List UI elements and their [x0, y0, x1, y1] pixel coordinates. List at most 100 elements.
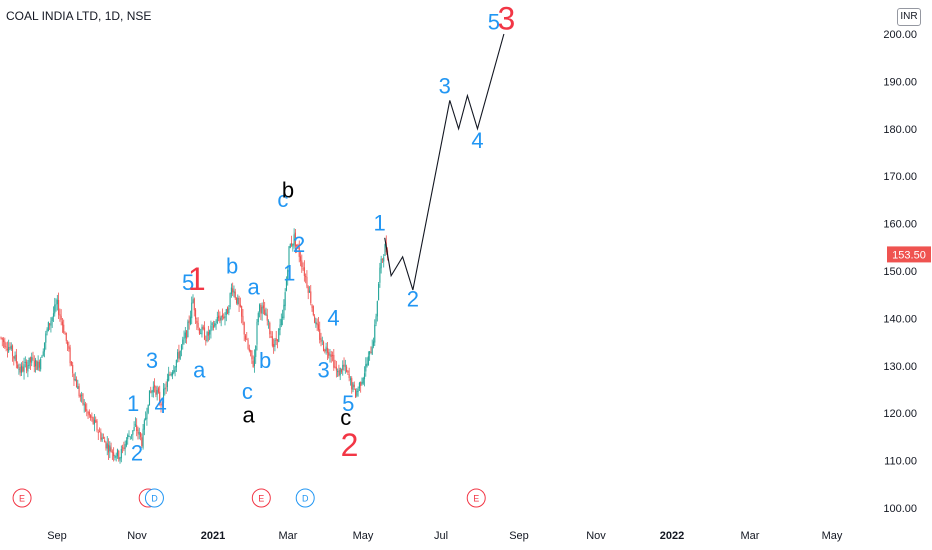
event-marker-letter: E — [473, 494, 479, 504]
candle — [325, 342, 327, 355]
candle — [270, 330, 272, 338]
candle — [148, 390, 151, 406]
candle — [107, 438, 110, 461]
wave-label[interactable]: b — [282, 178, 294, 203]
projection-path[interactable] — [384, 33, 505, 291]
candle — [370, 346, 372, 354]
wave-label[interactable]: 5 — [342, 391, 354, 416]
candle — [283, 299, 285, 320]
y-tick-label: 160.00 — [883, 219, 917, 231]
wave-label[interactable]: a — [248, 275, 261, 300]
x-tick-label: May — [822, 530, 843, 542]
time-axis[interactable]: Sep Nov 2021 Mar May Jul Sep Nov 2022 Mar May — [47, 530, 843, 542]
earnings-marker[interactable]: E — [12, 488, 32, 508]
wave-label[interactable]: c — [242, 379, 253, 404]
candle — [124, 440, 126, 456]
candle — [37, 355, 39, 371]
candle — [99, 427, 101, 433]
candle — [278, 327, 280, 343]
wave-label[interactable]: 2 — [293, 232, 305, 257]
candle — [65, 332, 67, 344]
candle — [251, 350, 253, 364]
candle — [232, 282, 234, 297]
candle — [24, 356, 26, 368]
candle — [371, 339, 373, 355]
wave-label[interactable]: 1 — [283, 260, 295, 285]
wave-label[interactable]: 2 — [131, 441, 143, 466]
candle — [320, 332, 322, 347]
wave-label[interactable]: 5 — [182, 270, 194, 295]
candle — [105, 441, 107, 451]
candle — [293, 228, 295, 249]
wave-label[interactable]: b — [259, 348, 271, 373]
wave-label[interactable]: c — [340, 405, 351, 430]
candle — [159, 385, 161, 406]
candle — [36, 360, 38, 371]
x-tick-label: Nov — [586, 530, 606, 542]
earnings-marker[interactable]: E — [466, 488, 486, 508]
y-tick-label: 140.00 — [883, 313, 917, 325]
wave-label[interactable]: 3 — [318, 358, 330, 383]
candle — [70, 361, 72, 367]
candle — [186, 329, 188, 344]
candle — [1, 337, 3, 347]
candle — [32, 351, 34, 361]
candle — [247, 337, 249, 350]
event-marker-letter: D — [302, 494, 309, 504]
candle — [334, 359, 336, 369]
dividend-marker[interactable]: D — [144, 488, 164, 508]
candle — [101, 433, 103, 443]
wave-label[interactable]: 5 — [488, 9, 500, 34]
candle — [218, 309, 220, 322]
candle — [189, 310, 191, 326]
candle — [220, 315, 222, 327]
candle — [201, 324, 203, 338]
candlesticks[interactable] — [0, 228, 389, 464]
price-axis[interactable]: 100.00 110.00 120.00 130.00 140.00 150.00 160.… — [883, 29, 917, 515]
candle — [335, 360, 337, 378]
wave-label[interactable]: 3 — [439, 73, 451, 98]
candle — [329, 349, 331, 363]
candle — [255, 345, 257, 364]
wave-label[interactable]: 1 — [188, 261, 206, 297]
candle — [363, 366, 366, 387]
wave-label[interactable]: 3 — [498, 0, 516, 36]
wave-label[interactable]: a — [193, 358, 206, 383]
wave-label[interactable]: 4 — [155, 393, 167, 418]
x-tick-label: Jul — [434, 530, 448, 542]
dividend-marker[interactable]: D — [295, 488, 315, 508]
wave-label[interactable]: c — [277, 187, 288, 212]
candle — [6, 341, 8, 358]
wave-label[interactable]: 4 — [471, 128, 483, 153]
candle — [165, 381, 167, 394]
candle — [207, 325, 209, 342]
wave-label[interactable]: 1 — [373, 211, 385, 236]
candle — [224, 312, 226, 326]
candle — [91, 412, 93, 422]
candle — [92, 416, 94, 425]
candle — [10, 342, 12, 351]
wave-label[interactable]: 1 — [127, 391, 139, 416]
event-markers[interactable]: EEDEDE — [12, 488, 486, 508]
wave-label[interactable]: b — [226, 253, 238, 278]
wave-label[interactable]: a — [242, 403, 255, 428]
earnings-marker[interactable]: E — [251, 488, 271, 508]
last-price-value: 153.50 — [892, 249, 926, 261]
candle — [280, 313, 282, 328]
candle — [243, 321, 245, 342]
candle — [111, 449, 113, 460]
candle — [257, 311, 259, 326]
wave-label[interactable]: 2 — [407, 287, 419, 312]
candle — [93, 413, 95, 432]
candle — [356, 388, 358, 398]
candle — [28, 357, 30, 369]
candle — [128, 430, 130, 437]
candle — [146, 407, 148, 426]
y-tick-label: 130.00 — [883, 361, 917, 373]
wave-label[interactable]: 4 — [327, 306, 339, 331]
wave-label[interactable]: 3 — [146, 348, 158, 373]
candle — [310, 285, 312, 306]
currency-badge[interactable]: INR — [897, 8, 921, 26]
wave-label[interactable]: 2 — [341, 427, 359, 463]
